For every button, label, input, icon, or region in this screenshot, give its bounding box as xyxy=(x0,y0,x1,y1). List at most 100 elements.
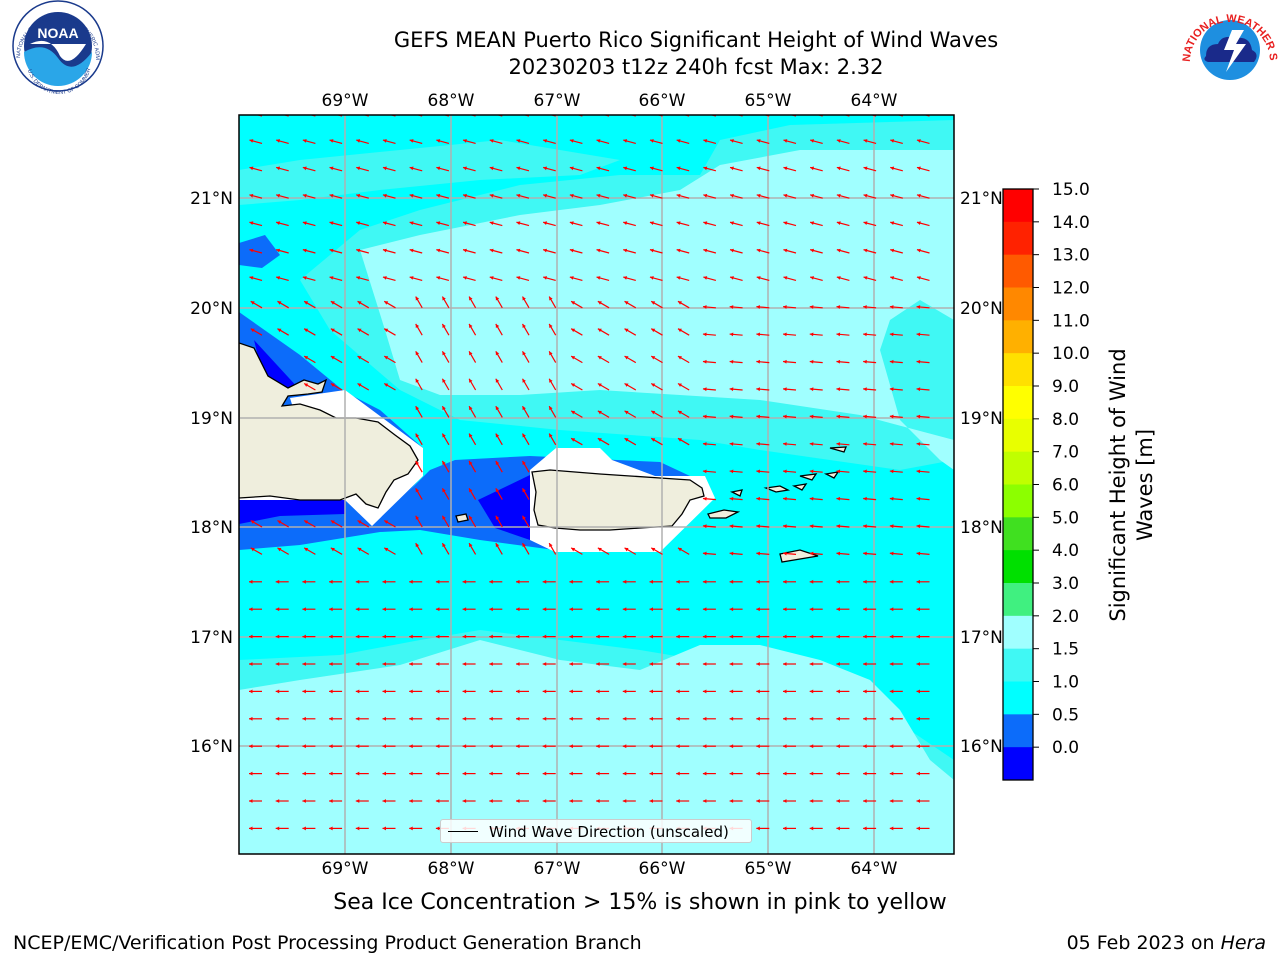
wind-arrow-head xyxy=(436,276,441,280)
wind-arrow-head xyxy=(249,166,254,171)
lat-label-right: 18°N xyxy=(960,518,1003,538)
colorbar-tick-label: 11.0 xyxy=(1052,311,1090,331)
wind-arrow-head xyxy=(596,771,600,776)
wind-arrow-head xyxy=(783,826,787,831)
wind-arrow-head xyxy=(569,634,573,639)
wind-arrow-head xyxy=(889,524,894,529)
wind-arrow-head xyxy=(249,826,253,831)
wind-arrow-head xyxy=(302,716,306,721)
wind-arrow-head xyxy=(729,332,734,337)
wind-arrow-head xyxy=(596,744,600,749)
wind-arrow-head xyxy=(549,543,553,548)
wind-arrow-head xyxy=(676,579,680,584)
wind-arrow-head xyxy=(729,551,734,556)
wind-arrow-head xyxy=(275,799,280,803)
wind-arrow-head xyxy=(275,744,280,749)
wind-arrow-head xyxy=(516,799,520,803)
wind-arrow-head xyxy=(702,332,707,337)
wind-arrow-head xyxy=(436,248,441,253)
wind-arrow-head xyxy=(703,166,708,171)
wind-arrow-head xyxy=(489,799,493,803)
wind-arrow-head xyxy=(916,744,921,749)
wind-arrow-head xyxy=(889,579,894,584)
lat-label-right: 19°N xyxy=(960,409,1003,429)
wind-arrow-head xyxy=(302,689,306,694)
wind-arrow-head xyxy=(756,689,760,694)
wind-arrow-head xyxy=(495,323,500,328)
wind-arrow-head xyxy=(756,221,761,225)
wind-arrow-head xyxy=(783,551,787,556)
wind-arrow-head xyxy=(436,139,441,143)
colorbar-band xyxy=(1003,517,1033,551)
wind-arrow-head xyxy=(442,460,446,465)
wind-arrow-head xyxy=(703,276,708,280)
wind-arrow-head xyxy=(302,221,307,225)
wind-arrow-head xyxy=(495,543,500,548)
wind-arrow-head xyxy=(495,378,500,383)
wind-arrow-head xyxy=(463,139,467,143)
wind-arrow-head xyxy=(863,579,867,584)
wind-arrow-head xyxy=(357,301,362,305)
wind-arrow-head xyxy=(890,139,895,143)
wind-arrow-head xyxy=(809,387,814,392)
colorbar-tick-label: 1.0 xyxy=(1052,673,1079,693)
wind-arrow-head xyxy=(836,305,841,309)
lat-label-left: 18°N xyxy=(190,518,233,538)
wind-arrow-head xyxy=(729,607,734,612)
wind-arrow-head xyxy=(649,662,654,666)
lon-label-top: 68°W xyxy=(428,91,475,111)
wind-arrow-head xyxy=(916,359,921,364)
wind-arrow-head xyxy=(571,356,576,360)
wind-arrow-head xyxy=(889,662,894,666)
wind-arrow-head xyxy=(356,276,361,280)
wind-arrow-head xyxy=(863,716,867,721)
wind-arrow-head xyxy=(302,607,306,612)
wind-arrow-head xyxy=(809,359,814,364)
wind-arrow-head xyxy=(730,166,734,171)
lon-label-bottom: 67°W xyxy=(534,859,581,879)
colorbar-tick-label: 13.0 xyxy=(1052,246,1090,266)
wind-arrow-head xyxy=(677,301,682,305)
wind-arrow-head xyxy=(409,634,413,639)
wind-arrow-head xyxy=(863,221,868,225)
wind-arrow-head xyxy=(783,305,787,309)
wind-arrow-head xyxy=(382,744,387,749)
wind-arrow-head xyxy=(624,328,629,333)
wind-arrow-head xyxy=(916,826,921,831)
wind-arrow-head xyxy=(463,193,467,198)
wind-arrow-head xyxy=(890,166,895,171)
colorbar-band xyxy=(1003,418,1033,453)
wind-arrow-head xyxy=(522,460,526,465)
wind-arrow-head xyxy=(596,248,601,253)
wind-arrow-head xyxy=(435,662,440,666)
wind-arrow-head xyxy=(489,193,494,198)
lon-label-bottom: 69°W xyxy=(322,859,369,879)
wind-arrow-head xyxy=(836,551,841,556)
wind-arrow-head xyxy=(571,328,576,333)
wind-arrow-head xyxy=(277,520,282,524)
wind-arrow-head xyxy=(836,716,840,721)
wind-arrow-head xyxy=(516,276,521,280)
wind-arrow-head xyxy=(569,193,574,198)
wind-arrow-head xyxy=(304,547,309,552)
wind-arrow-head xyxy=(415,460,420,465)
wind-arrow-head xyxy=(756,166,761,171)
mona-island xyxy=(455,513,469,523)
wind-arrow-head xyxy=(863,524,867,529)
wind-arrow-head xyxy=(596,799,600,803)
wind-arrow-head xyxy=(809,744,814,749)
wind-arrow-head xyxy=(702,716,707,721)
wind-arrow-head xyxy=(569,276,574,280)
wind-arrow-head xyxy=(916,716,921,721)
wind-arrow-head xyxy=(250,547,255,552)
wind-arrow-head xyxy=(516,248,521,253)
colorbar-tick-label: 3.0 xyxy=(1052,574,1079,594)
wind-arrow-head xyxy=(571,383,576,387)
wind-arrow-head xyxy=(596,193,601,198)
noaa-logo: NOAA NATIONAL OCEANIC AND ATMOSPHERIC AD… xyxy=(0,0,104,96)
wind-arrow-head xyxy=(249,662,253,666)
wind-arrow-head xyxy=(756,332,761,337)
wind-arrow-head xyxy=(756,551,761,556)
wind-arrow-head xyxy=(756,524,761,529)
lat-label-right: 20°N xyxy=(960,299,1003,319)
